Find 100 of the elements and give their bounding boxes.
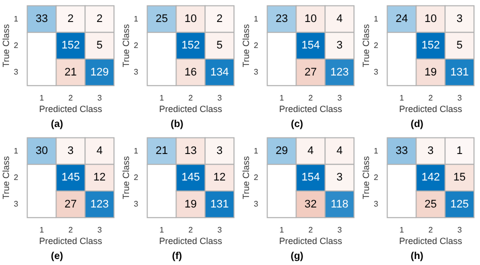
data-label: 5 xyxy=(456,40,463,52)
x-tick-label: 3 xyxy=(97,94,102,103)
x-tick-label: 2 xyxy=(308,226,314,235)
x-tick-label: 3 xyxy=(337,94,342,103)
y-tick-label: 3 xyxy=(134,68,139,77)
data-label: 10 xyxy=(184,13,197,26)
data-label: 123 xyxy=(90,198,109,210)
y-axis-title: True Class xyxy=(120,24,131,68)
text: (c) xyxy=(290,118,304,130)
data-label: 3 xyxy=(456,13,463,26)
data-label: 27 xyxy=(64,198,77,210)
data-label: 3 xyxy=(336,172,343,184)
y-tick-label: 1 xyxy=(14,146,19,156)
data-label: 3 xyxy=(428,145,434,158)
x-tick-label: 3 xyxy=(97,226,102,235)
data-label: 23 xyxy=(276,13,288,26)
data-label: 142 xyxy=(421,172,440,184)
data-label: 32 xyxy=(304,198,317,210)
x-tick-label: 2 xyxy=(428,94,434,103)
y-tick-label: 3 xyxy=(254,68,259,77)
data-label: 13 xyxy=(184,145,197,158)
x-axis-title: Predicted Class xyxy=(279,236,343,246)
data-label: 2 xyxy=(216,13,223,26)
x-tick-label: 3 xyxy=(217,94,222,103)
y-tick-label: 2 xyxy=(134,172,139,182)
x-tick-label: 2 xyxy=(188,94,194,103)
y-tick-label: 1 xyxy=(134,146,139,156)
text: (d) xyxy=(410,118,424,130)
data-label: 131 xyxy=(210,198,229,210)
x-tick-label: 2 xyxy=(68,226,74,235)
y-axis-title: True Class xyxy=(0,24,11,68)
x-tick-label: 3 xyxy=(337,226,342,235)
x-axis-title: Predicted Class xyxy=(279,104,343,114)
y-tick-label: 1 xyxy=(254,14,259,24)
data-label: 5 xyxy=(96,40,103,52)
data-label: 27 xyxy=(304,66,317,78)
data-label: 154 xyxy=(301,40,320,52)
data-label: 25 xyxy=(424,198,437,210)
y-tick-label: 2 xyxy=(134,40,139,50)
data-label: 19 xyxy=(424,66,437,78)
y-tick-label: 1 xyxy=(374,146,379,156)
x-tick-label: 1 xyxy=(159,94,164,103)
data-label: 145 xyxy=(181,172,200,184)
y-axis-title: True Class xyxy=(120,156,131,200)
y-tick-label: 3 xyxy=(14,200,19,209)
data-label: 2 xyxy=(68,13,74,26)
x-tick-label: 3 xyxy=(457,226,462,235)
data-label: 19 xyxy=(184,198,197,210)
x-tick-label: 1 xyxy=(399,94,404,103)
data-label: 21 xyxy=(156,145,168,158)
data-label: 131 xyxy=(450,66,469,78)
data-label: 21 xyxy=(64,66,77,78)
data-label: 4 xyxy=(96,145,103,158)
data-label: 125 xyxy=(450,198,469,210)
data-label: 152 xyxy=(181,40,200,52)
data-label: 25 xyxy=(156,13,168,26)
data-label: 145 xyxy=(61,172,80,184)
y-tick-label: 2 xyxy=(254,40,259,50)
x-tick-label: 3 xyxy=(217,226,222,235)
y-tick-label: 1 xyxy=(254,146,259,156)
x-tick-label: 1 xyxy=(159,226,164,235)
data-label: 24 xyxy=(396,13,408,26)
y-tick-label: 1 xyxy=(134,14,139,24)
x-axis-title: Predicted Class xyxy=(159,104,223,114)
y-axis-title: True Class xyxy=(360,24,371,68)
data-label: 30 xyxy=(36,145,48,158)
data-label: 2 xyxy=(96,13,103,26)
x-axis-title: Predicted Class xyxy=(159,236,223,246)
data-label: 123 xyxy=(330,66,349,78)
y-tick-label: 1 xyxy=(374,14,379,24)
y-axis-title: True Class xyxy=(360,156,371,200)
text: (g) xyxy=(290,250,304,262)
y-axis-title: True Class xyxy=(0,156,11,200)
x-axis-title: Predicted Class xyxy=(399,236,463,246)
x-axis-title: Predicted Class xyxy=(39,104,103,114)
y-tick-label: 2 xyxy=(254,172,259,182)
x-tick-label: 2 xyxy=(68,94,74,103)
data-label: 134 xyxy=(210,66,229,78)
data-label: 152 xyxy=(421,40,440,52)
y-tick-label: 3 xyxy=(374,200,379,209)
data-label: 154 xyxy=(301,172,320,184)
data-label: 1 xyxy=(456,145,463,158)
data-label: 33 xyxy=(36,13,48,26)
y-tick-label: 3 xyxy=(134,200,139,209)
x-tick-label: 1 xyxy=(279,94,284,103)
y-tick-label: 2 xyxy=(14,40,19,50)
data-label: 15 xyxy=(453,172,466,184)
y-tick-label: 3 xyxy=(14,68,19,77)
x-tick-label: 2 xyxy=(428,226,434,235)
data-label: 16 xyxy=(184,66,197,78)
data-label: 152 xyxy=(61,40,80,52)
y-tick-label: 3 xyxy=(374,68,379,77)
data-label: 3 xyxy=(216,145,223,158)
y-tick-label: 3 xyxy=(254,200,259,209)
data-label: 29 xyxy=(276,145,288,158)
data-label: 12 xyxy=(213,172,226,184)
data-label: 12 xyxy=(93,172,106,184)
text: (h) xyxy=(410,250,424,262)
y-axis-title: True Class xyxy=(240,156,251,200)
y-tick-label: 2 xyxy=(374,40,379,50)
